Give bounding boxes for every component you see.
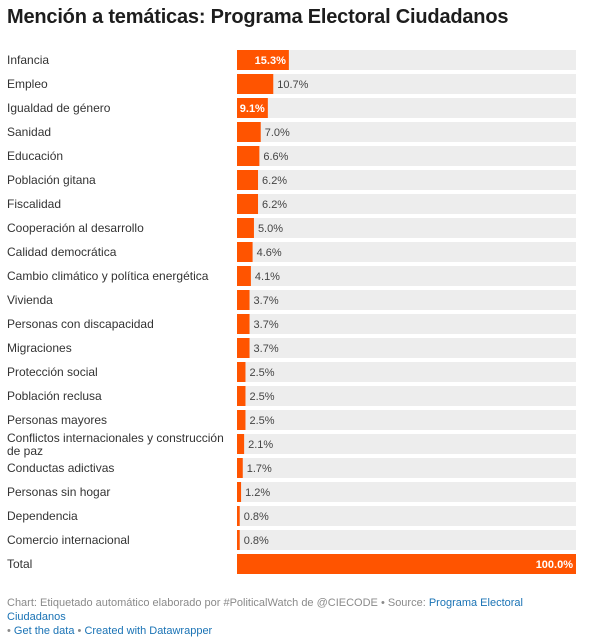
category-label: Dependencia (7, 509, 78, 523)
category-label: Total (7, 557, 32, 571)
value-label: 3.7% (254, 319, 279, 331)
bar (237, 362, 246, 382)
value-label: 6.2% (262, 199, 287, 211)
category-label: Migraciones (7, 341, 72, 355)
bar-chart: Infancia 15.3% Empleo 10.7% Igualdad de géne… (7, 50, 576, 574)
category-label: Comercio internacional (7, 533, 130, 547)
bar (237, 506, 240, 526)
category-label: Infancia (7, 53, 49, 67)
bar-track (237, 482, 576, 502)
bar-track (237, 74, 576, 94)
bar-track (237, 194, 576, 214)
value-label: 100.0% (536, 559, 574, 571)
bar (237, 242, 253, 262)
category-label: Cambio climático y política energética (7, 269, 209, 283)
category-label: Conductas adictivas (7, 461, 114, 475)
bar (237, 434, 245, 454)
value-label: 6.2% (262, 175, 287, 187)
value-label: 0.8% (244, 535, 269, 547)
value-label: 2.1% (248, 439, 273, 451)
bar-track (237, 290, 576, 310)
footer-separator: • (74, 625, 85, 637)
bar (237, 98, 268, 118)
category-label: Personas sin hogar (7, 485, 110, 499)
bar-track (237, 530, 576, 550)
category-label: Personas con discapacidad (7, 317, 154, 331)
bar-track (237, 386, 576, 406)
value-label: 4.1% (255, 271, 280, 283)
category-label: Calidad democrática (7, 245, 117, 259)
bar (237, 266, 251, 286)
category-label: Población gitana (7, 173, 96, 187)
value-label: 5.0% (258, 223, 283, 235)
source-link[interactable]: Programa Electoral Ciudadanos (7, 597, 523, 623)
bar (237, 74, 274, 94)
value-label: 3.7% (254, 295, 279, 307)
bar-track (237, 98, 576, 118)
datawrapper-link[interactable]: Created with Datawrapper (84, 625, 213, 637)
value-label: 9.1% (240, 103, 265, 115)
category-label: Personas mayores (7, 413, 107, 427)
value-label: 4.6% (257, 247, 282, 259)
bar-track (237, 410, 576, 430)
bar (237, 314, 250, 334)
category-label: Empleo (7, 77, 48, 91)
value-label: 7.0% (265, 127, 290, 139)
bar (237, 290, 250, 310)
footer-credit: Chart: Etiquetado automático elaborado p… (7, 597, 429, 609)
bar (237, 146, 260, 166)
value-label: 6.6% (263, 151, 288, 163)
bar (237, 194, 259, 214)
bar (237, 410, 246, 430)
category-label: Sanidad (7, 125, 51, 139)
chart-footer: Chart: Etiquetado automático elaborado p… (7, 596, 582, 638)
value-label: 2.5% (249, 391, 274, 403)
bar-track (237, 146, 576, 166)
bar-track (237, 242, 576, 262)
bar (237, 386, 246, 406)
bar-track (237, 170, 576, 190)
bar (237, 50, 289, 70)
chart-title: Mención a temáticas: Programa Electoral … (7, 6, 509, 28)
category-label: Población reclusa (7, 389, 102, 403)
category-label: Conflictos internacionales y construcció… (7, 431, 224, 458)
bar (237, 122, 261, 142)
bar-track (237, 434, 576, 454)
bar (237, 458, 243, 478)
category-label: Protección social (7, 365, 98, 379)
category-label: Educación (7, 149, 63, 163)
category-label: Cooperación al desarrollo (7, 221, 144, 235)
category-label: Vivienda (7, 293, 53, 307)
category-label: Fiscalidad (7, 197, 61, 211)
bar-track (237, 314, 576, 334)
value-label: 15.3% (255, 55, 286, 67)
bar-track (237, 122, 576, 142)
value-label: 3.7% (254, 343, 279, 355)
bar (237, 554, 576, 574)
bar (237, 482, 242, 502)
value-label: 1.2% (245, 487, 270, 499)
value-label: 0.8% (244, 511, 269, 523)
bar-track (237, 50, 576, 70)
bar-track (237, 218, 576, 238)
category-label: Igualdad de género (7, 101, 111, 115)
bar (237, 218, 254, 238)
get-data-link[interactable]: Get the data (13, 625, 75, 637)
bar (237, 530, 240, 550)
footer-separator: • (7, 625, 14, 637)
bar-track (237, 506, 576, 526)
value-label: 2.5% (249, 367, 274, 379)
value-label: 1.7% (247, 463, 272, 475)
bar-track (237, 266, 576, 286)
bar-track (237, 362, 576, 382)
value-label: 2.5% (249, 415, 274, 427)
bar (237, 338, 250, 358)
bar (237, 170, 259, 190)
value-label: 10.7% (277, 79, 308, 91)
bar-track (237, 338, 576, 358)
bar-track (237, 458, 576, 478)
